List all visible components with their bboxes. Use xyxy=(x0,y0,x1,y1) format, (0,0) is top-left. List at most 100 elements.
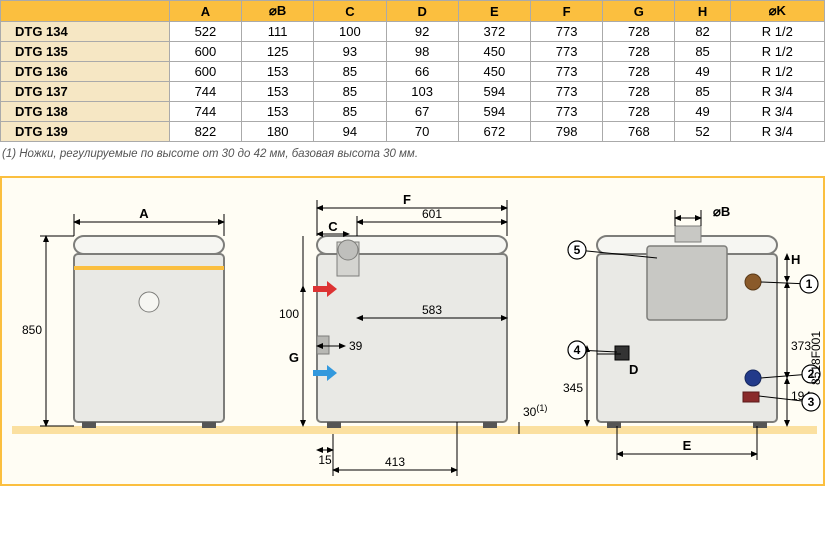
cell: 600 xyxy=(169,62,241,82)
cell: 85 xyxy=(675,42,730,62)
cell: 153 xyxy=(242,82,314,102)
cell: R 3/4 xyxy=(730,122,824,142)
technical-diagram: A 850 F 601 C 100 G xyxy=(0,176,825,486)
cell: 92 xyxy=(386,22,458,42)
col-header: A xyxy=(169,1,241,22)
cell: 773 xyxy=(530,82,602,102)
table-row: DTG 138744153856759477372849R 3/4 xyxy=(1,102,825,122)
col-header: H xyxy=(675,1,730,22)
col-header: G xyxy=(603,1,675,22)
dim-30: 30(1) xyxy=(523,403,547,419)
row-label: DTG 138 xyxy=(1,102,170,122)
cell: 94 xyxy=(314,122,386,142)
cell: 372 xyxy=(458,22,530,42)
cell: 728 xyxy=(603,62,675,82)
svg-text:4: 4 xyxy=(574,343,581,357)
cell: 49 xyxy=(675,102,730,122)
cell: 180 xyxy=(242,122,314,142)
table-row: DTG 1345221111009237277372882R 1/2 xyxy=(1,22,825,42)
cell: 49 xyxy=(675,62,730,82)
row-label: DTG 139 xyxy=(1,122,170,142)
floor-strip xyxy=(12,426,817,434)
table-row: DTG 1377441538510359477372885R 3/4 xyxy=(1,82,825,102)
cell: 773 xyxy=(530,22,602,42)
dim-413: 413 xyxy=(385,455,405,469)
cell: 85 xyxy=(314,82,386,102)
cell: 594 xyxy=(458,82,530,102)
front-view: A 850 xyxy=(22,206,224,428)
cell: 773 xyxy=(530,102,602,122)
dim-39: 39 xyxy=(349,339,363,353)
svg-text:5: 5 xyxy=(574,243,581,257)
dim-H: H xyxy=(791,252,800,267)
cell: 744 xyxy=(169,102,241,122)
cell: 773 xyxy=(530,42,602,62)
cell: 153 xyxy=(242,62,314,82)
cell: 672 xyxy=(458,122,530,142)
cell: 153 xyxy=(242,102,314,122)
dim-A: A xyxy=(139,206,149,221)
row-label: DTG 136 xyxy=(1,62,170,82)
dim-850: 850 xyxy=(22,323,42,337)
dim-100: 100 xyxy=(279,307,299,321)
drawing-id: 8518F001 xyxy=(809,331,823,385)
col-header: E xyxy=(458,1,530,22)
svg-text:1: 1 xyxy=(806,277,813,291)
col-header: D xyxy=(386,1,458,22)
cell: 85 xyxy=(675,82,730,102)
cell: 773 xyxy=(530,62,602,82)
dim-15: 15 xyxy=(318,453,332,467)
cell: 82 xyxy=(675,22,730,42)
col-header: ⌀B xyxy=(242,1,314,22)
cell: 66 xyxy=(386,62,458,82)
table-footnote: (1) Ножки, регулируемые по высоте от 30 … xyxy=(2,148,825,160)
dim-601: 601 xyxy=(422,207,442,221)
row-label: DTG 134 xyxy=(1,22,170,42)
cell: 100 xyxy=(314,22,386,42)
cell: 70 xyxy=(386,122,458,142)
cell: 125 xyxy=(242,42,314,62)
cell: 450 xyxy=(458,42,530,62)
dim-E: E xyxy=(683,438,692,453)
cell: 728 xyxy=(603,22,675,42)
cell: 822 xyxy=(169,122,241,142)
svg-text:3: 3 xyxy=(808,395,815,409)
cell: 728 xyxy=(603,42,675,62)
cell: 768 xyxy=(603,122,675,142)
dim-D: D xyxy=(629,362,638,377)
col-header: ⌀K xyxy=(730,1,824,22)
table-row: DTG 136600153856645077372849R 1/2 xyxy=(1,62,825,82)
cell: R 1/2 xyxy=(730,22,824,42)
dim-G: G xyxy=(289,350,299,365)
cell: 111 xyxy=(242,22,314,42)
dim-C: C xyxy=(328,219,338,234)
cell: 600 xyxy=(169,42,241,62)
col-header: C xyxy=(314,1,386,22)
cell: 98 xyxy=(386,42,458,62)
cell: R 3/4 xyxy=(730,82,824,102)
dim-583: 583 xyxy=(422,303,442,317)
table-row: DTG 139822180947067279876852R 3/4 xyxy=(1,122,825,142)
col-header: F xyxy=(530,1,602,22)
cell: R 1/2 xyxy=(730,42,824,62)
dimension-table: A⌀BCDEFGH⌀K DTG 134522111100923727737288… xyxy=(0,0,825,142)
table-row: DTG 135600125939845077372885R 1/2 xyxy=(1,42,825,62)
dim-B: ⌀B xyxy=(713,204,730,219)
dim-345: 345 xyxy=(563,381,583,395)
cell: 93 xyxy=(314,42,386,62)
cell: 522 xyxy=(169,22,241,42)
cell: 103 xyxy=(386,82,458,102)
cell: R 1/2 xyxy=(730,62,824,82)
cell: 744 xyxy=(169,82,241,102)
col-header xyxy=(1,1,170,22)
back-view: ⌀B H 373 194 D 345 E 5 4 1 xyxy=(563,204,820,460)
cell: 85 xyxy=(314,102,386,122)
row-label: DTG 135 xyxy=(1,42,170,62)
cell: 594 xyxy=(458,102,530,122)
cell: 67 xyxy=(386,102,458,122)
cell: 798 xyxy=(530,122,602,142)
dim-F: F xyxy=(403,192,411,207)
cell: 52 xyxy=(675,122,730,142)
cell: 450 xyxy=(458,62,530,82)
cell: 728 xyxy=(603,102,675,122)
